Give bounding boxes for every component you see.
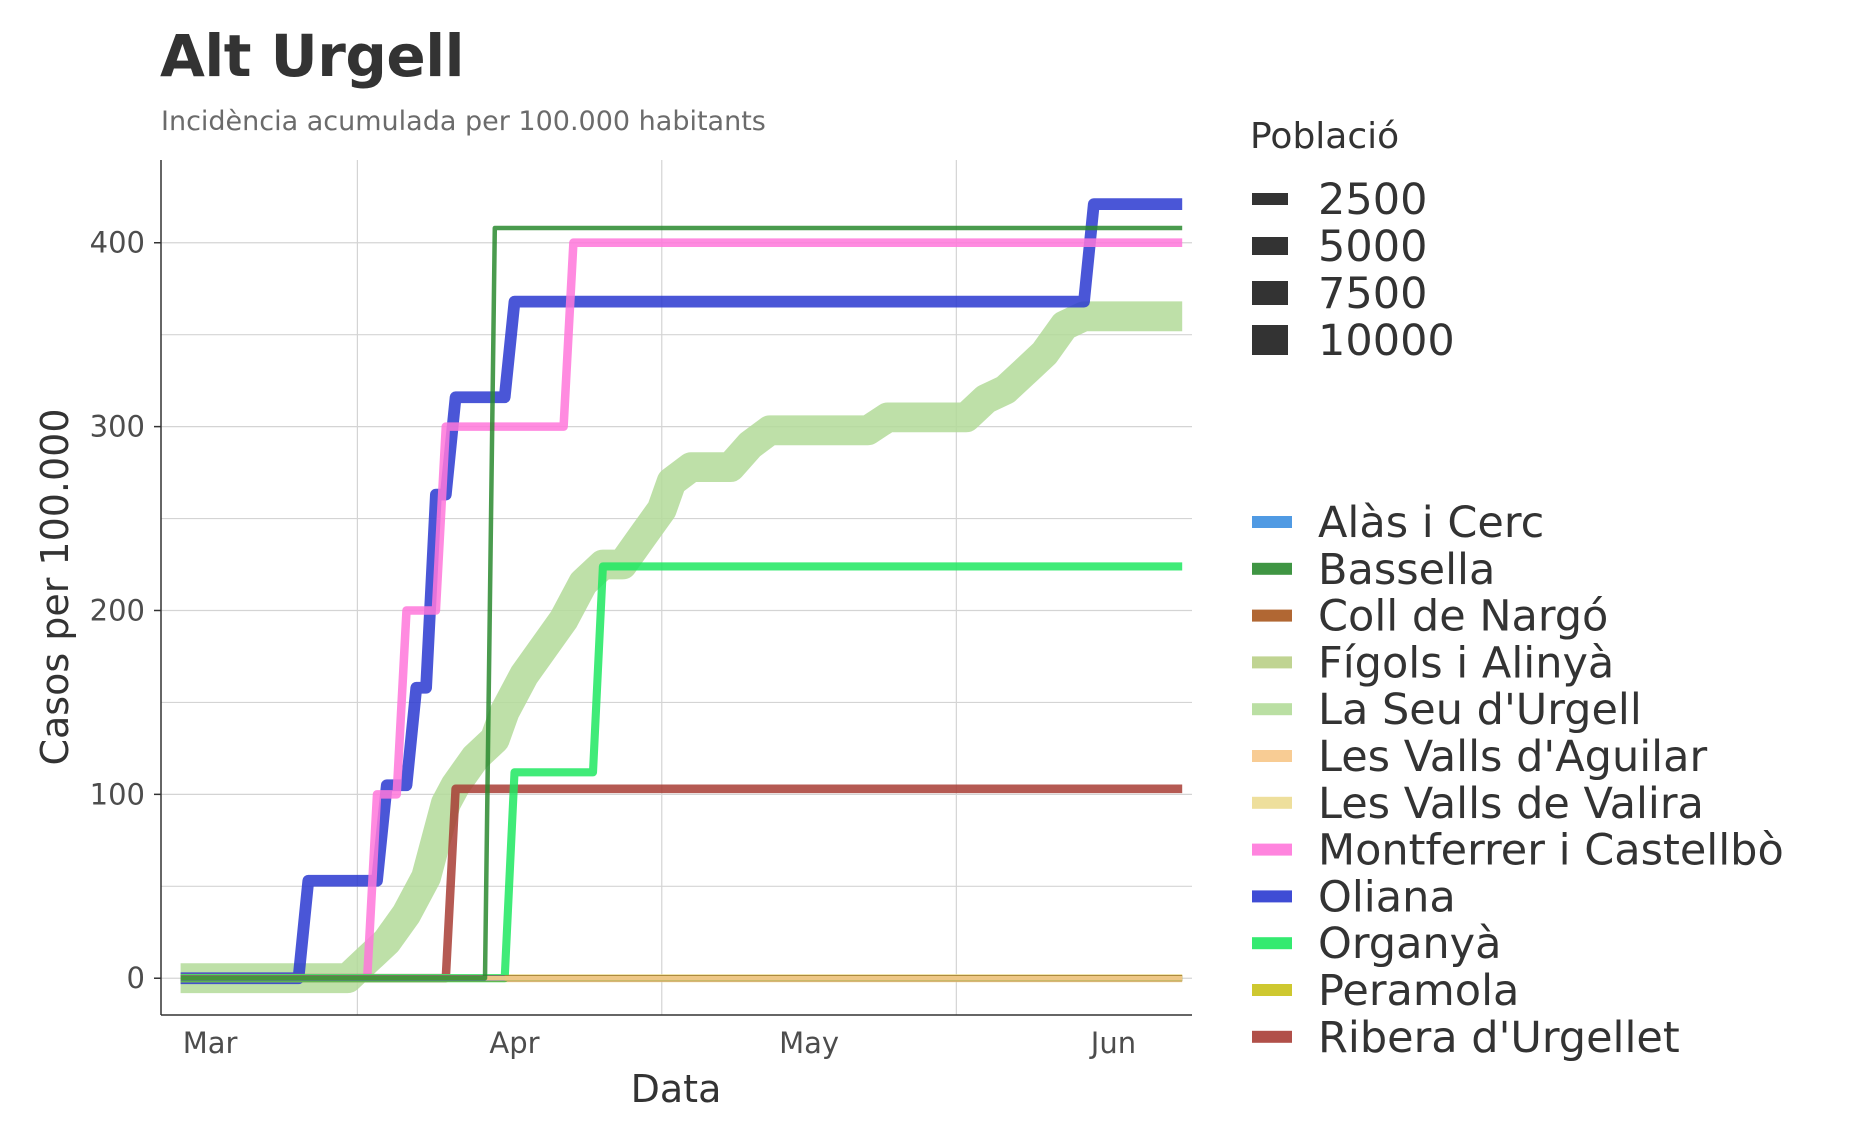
- legend-label: Ribera d'Urgellet: [1318, 1013, 1680, 1063]
- size-legend-label: 10000: [1318, 316, 1455, 366]
- legend-swatch: [1252, 609, 1292, 622]
- size-legend-label: 7500: [1318, 269, 1427, 319]
- chart-subtitle: Incidència acumulada per 100.000 habitan…: [161, 106, 766, 137]
- x-tick-label: Apr: [489, 1026, 539, 1060]
- chart-title: Alt Urgell: [160, 22, 465, 90]
- legend-swatch: [1252, 562, 1292, 575]
- legend-swatch: [1252, 984, 1292, 996]
- grid-lines: [161, 160, 1192, 1015]
- y-tick-label: 300: [90, 410, 145, 444]
- axes: [160, 160, 1192, 1016]
- legend-swatch: [1252, 750, 1292, 762]
- legend-label: Les Valls d'Aguilar: [1318, 732, 1707, 782]
- size-legend-key: [1252, 325, 1288, 355]
- legend-label: Montferrer i Castellbò: [1318, 826, 1784, 876]
- series-line: [180, 225, 1183, 981]
- series-lines: [180, 198, 1183, 994]
- x-axis-title: Data: [631, 1067, 722, 1111]
- legend-label: La Seu d'Urgell: [1318, 685, 1642, 735]
- series-line: [180, 301, 1183, 994]
- x-tick-label: Jun: [1089, 1026, 1136, 1060]
- x-tick-labels: Mar Apr May Jun: [183, 1026, 1136, 1060]
- y-tick-label: 400: [90, 226, 145, 260]
- legend-swatch: [1252, 937, 1292, 950]
- y-tick-label: 100: [90, 777, 145, 811]
- size-legend-label: 5000: [1318, 222, 1427, 272]
- y-axis-title: Casos per 100.000: [33, 408, 77, 765]
- legend-swatch: [1252, 890, 1292, 903]
- x-tick-label: May: [779, 1026, 839, 1060]
- legend-label: Peramola: [1318, 966, 1519, 1016]
- legend-swatch: [1252, 1030, 1292, 1043]
- legend-label: Oliana: [1318, 872, 1456, 922]
- legend-label: Alàs i Cerc: [1318, 498, 1544, 548]
- x-tick-label: Mar: [183, 1026, 238, 1060]
- legend-swatch: [1252, 796, 1292, 809]
- y-tick-label: 0: [127, 961, 145, 995]
- legend-label: Organyà: [1318, 919, 1501, 969]
- y-tick-labels: 0 100 200 300 400: [90, 226, 161, 995]
- series-line: [180, 562, 1183, 983]
- series-line: [180, 238, 1183, 983]
- legend-swatch: [1252, 703, 1292, 716]
- y-tick-label: 200: [90, 593, 145, 627]
- size-legend-key: [1252, 193, 1288, 205]
- size-legend-key: [1252, 281, 1288, 305]
- size-legend-title: Població: [1250, 116, 1399, 157]
- legend-label: Les Valls de Valira: [1318, 779, 1704, 829]
- legend-label: Coll de Nargó: [1318, 592, 1608, 642]
- legend-swatch: [1252, 656, 1292, 669]
- size-legend-key: [1252, 237, 1288, 255]
- series-line: [180, 198, 1183, 985]
- legend-swatch: [1252, 516, 1292, 528]
- size-legend-label: 2500: [1318, 175, 1427, 225]
- legend-label: Fígols i Alinyà: [1318, 638, 1614, 688]
- legend-swatch: [1252, 843, 1292, 856]
- legend-label: Bassella: [1318, 545, 1495, 595]
